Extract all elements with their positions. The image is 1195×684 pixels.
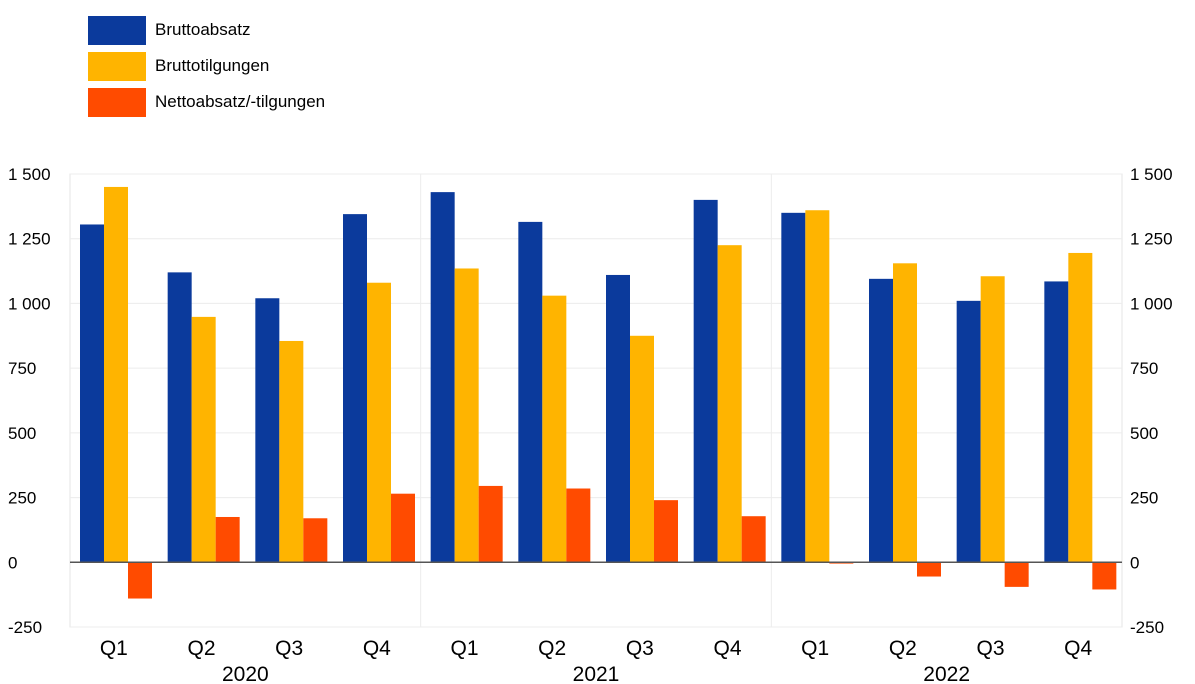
y-tick-label-right: 1 000 xyxy=(1130,294,1173,313)
legend-item-bruttotilgungen: Bruttotilgungen xyxy=(88,48,325,84)
bar-bruttoabsatz-0 xyxy=(80,224,104,563)
legend-item-bruttoabsatz: Bruttoabsatz xyxy=(88,12,325,48)
legend-item-nettoabsatz: Nettoabsatz/-tilgungen xyxy=(88,84,325,120)
bar-nettoabsatz-tilgungen-1 xyxy=(215,516,240,563)
bar-bruttotilgungen-4 xyxy=(454,268,479,563)
legend-swatch-bruttotilgungen xyxy=(88,51,146,81)
bar-bruttoabsatz-8 xyxy=(781,212,806,563)
y-tick-label-left: 1 500 xyxy=(8,165,51,184)
bar-nettoabsatz-tilgungen-10 xyxy=(1004,562,1029,587)
y-tick-label-left: 250 xyxy=(8,489,36,508)
y-tick-label-right: 1 250 xyxy=(1130,230,1173,249)
bar-nettoabsatz-tilgungen-4 xyxy=(478,485,503,563)
y-tick-label-right: 250 xyxy=(1130,489,1158,508)
year-group-label: 2020 xyxy=(222,663,269,684)
legend-label-bruttotilgungen: Bruttotilgungen xyxy=(155,56,270,75)
x-tick-label: Q1 xyxy=(100,637,128,660)
x-tick-label: Q4 xyxy=(363,637,391,660)
bar-bruttoabsatz-4 xyxy=(430,192,455,563)
bar-bruttotilgungen-11 xyxy=(1068,252,1093,563)
x-tick-label: Q1 xyxy=(450,637,478,660)
bar-bruttoabsatz-10 xyxy=(956,300,981,563)
x-tick-label: Q4 xyxy=(1064,637,1092,660)
y-tick-label-right: 0 xyxy=(1130,553,1139,572)
bar-bruttotilgungen-0 xyxy=(104,186,128,563)
bar-bruttoabsatz-5 xyxy=(518,221,543,563)
bar-bruttotilgungen-2 xyxy=(279,340,304,563)
bar-bruttotilgungen-1 xyxy=(191,316,216,563)
y-tick-label-right: -250 xyxy=(1130,618,1164,637)
x-tick-label: Q4 xyxy=(713,637,741,660)
bar-bruttoabsatz-3 xyxy=(343,214,367,563)
bar-bruttoabsatz-2 xyxy=(255,298,280,563)
bar-bruttotilgungen-10 xyxy=(980,276,1005,563)
bar-nettoabsatz-tilgungen-7 xyxy=(741,516,766,563)
y-tick-label-left: -250 xyxy=(8,618,42,637)
bar-nettoabsatz-tilgungen-5 xyxy=(566,488,591,563)
x-tick-label: Q1 xyxy=(801,637,829,660)
x-tick-label: Q2 xyxy=(187,637,215,660)
x-tick-label: Q2 xyxy=(889,637,917,660)
bar-bruttoabsatz-1 xyxy=(167,272,192,563)
y-tick-label-right: 750 xyxy=(1130,359,1158,378)
x-tick-label: Q3 xyxy=(626,637,654,660)
legend: Bruttoabsatz Bruttotilgungen Nettoabsatz… xyxy=(88,12,325,120)
y-tick-label-left: 1 000 xyxy=(8,294,51,313)
y-tick-label-left: 750 xyxy=(8,359,36,378)
legend-label-nettoabsatz: Nettoabsatz/-tilgungen xyxy=(155,92,326,111)
bar-bruttotilgungen-3 xyxy=(367,282,391,563)
bar-nettoabsatz-tilgungen-6 xyxy=(654,500,678,563)
x-tick-label: Q3 xyxy=(976,637,1004,660)
bar-nettoabsatz-tilgungen-0 xyxy=(128,562,152,599)
bar-bruttoabsatz-9 xyxy=(869,278,893,563)
y-tick-label-left: 0 xyxy=(8,553,17,572)
bar-nettoabsatz-tilgungen-2 xyxy=(303,518,328,563)
bar-bruttoabsatz-7 xyxy=(693,199,718,563)
legend-swatch-bruttoabsatz xyxy=(88,15,146,45)
bar-bruttotilgungen-9 xyxy=(893,263,917,563)
bar-bruttoabsatz-11 xyxy=(1044,281,1069,563)
x-tick-label: Q2 xyxy=(538,637,566,660)
x-tick-label: Q3 xyxy=(275,637,303,660)
bar-nettoabsatz-tilgungen-9 xyxy=(917,562,941,577)
bar-bruttotilgungen-6 xyxy=(630,335,654,563)
bar-bruttotilgungen-7 xyxy=(717,245,742,563)
y-tick-label-right: 1 500 xyxy=(1130,165,1173,184)
bar-bruttotilgungen-5 xyxy=(542,295,567,563)
bar-nettoabsatz-tilgungen-3 xyxy=(391,493,415,563)
legend-label-bruttoabsatz: Bruttoabsatz xyxy=(155,20,251,39)
bar-bruttotilgungen-8 xyxy=(805,210,830,563)
legend-swatch-nettoabsatz xyxy=(88,87,146,117)
bar-nettoabsatz-tilgungen-11 xyxy=(1092,562,1117,590)
y-tick-label-left: 500 xyxy=(8,424,36,443)
year-group-label: 2022 xyxy=(923,663,970,684)
bar-bruttoabsatz-6 xyxy=(606,274,630,563)
y-tick-label-left: 1 250 xyxy=(8,230,51,249)
year-group-label: 2021 xyxy=(573,663,620,684)
y-tick-label-right: 500 xyxy=(1130,424,1158,443)
